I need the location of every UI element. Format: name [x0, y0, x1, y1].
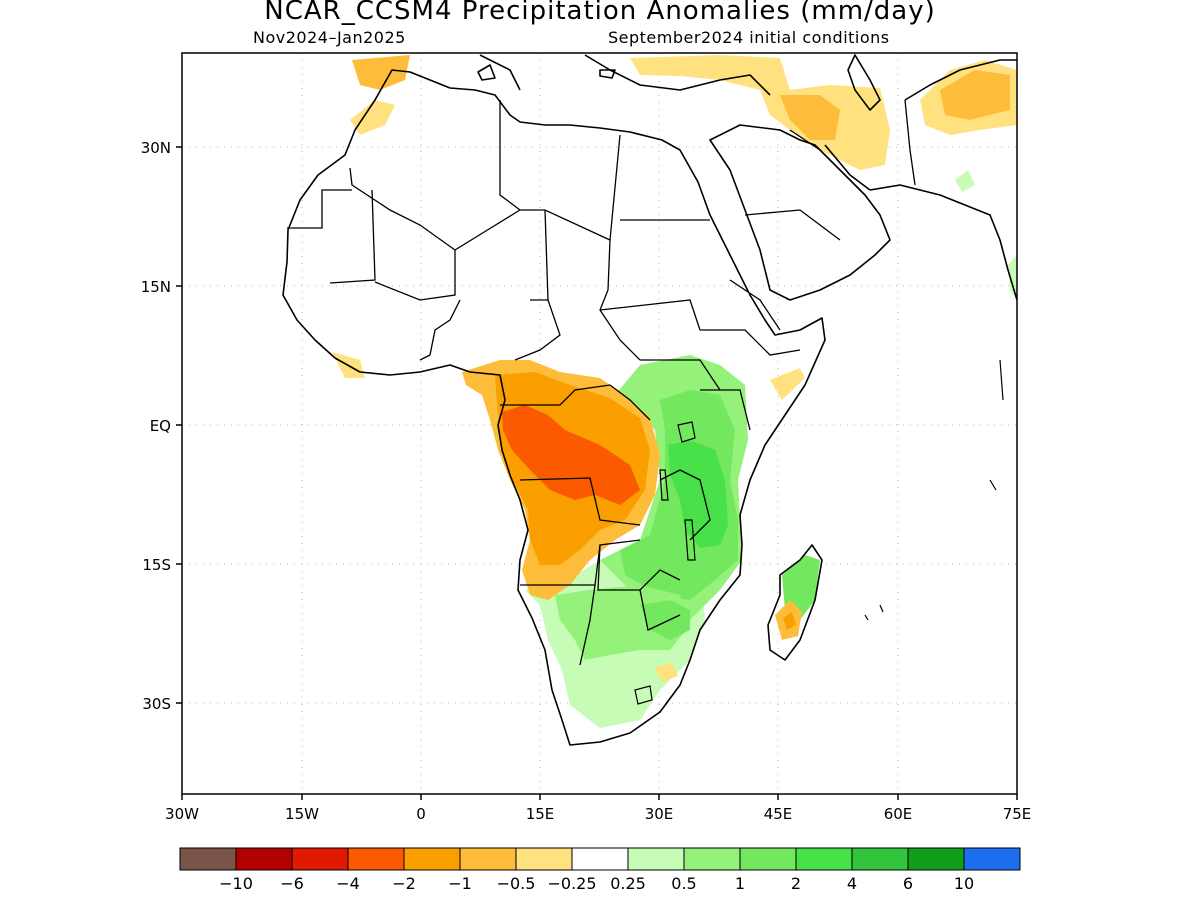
lat-label-15s: 15S [142, 556, 171, 574]
colorbar-swatch [235, 847, 293, 871]
colorbar-label: 6 [903, 874, 913, 893]
colorbar-label: 0.5 [671, 874, 696, 893]
lake-victoria [677, 421, 696, 443]
lon-label-75e: 75E [1003, 805, 1032, 823]
colorbar-swatch [627, 847, 685, 871]
lat-label-30n: 30N [141, 139, 171, 157]
colorbar-swatch [907, 847, 965, 871]
coastlines [282, 54, 1017, 746]
lon-label-15w: 15W [285, 805, 319, 823]
longitude-labels: 30W 15W 0 15E 30E 45E 60E 75E [165, 805, 1031, 823]
anomaly-shading [332, 55, 1017, 728]
africa-coastline [282, 69, 826, 746]
colorbar-swatch [291, 847, 349, 871]
lon-label-30e: 30E [645, 805, 674, 823]
lon-label-0: 0 [416, 805, 426, 823]
country-borders [287, 99, 916, 666]
anomaly-middle-east-dry [630, 55, 890, 170]
colorbar-label: −4 [336, 874, 360, 893]
lon-label-30w: 30W [165, 805, 199, 823]
colorbar-label: −1 [448, 874, 472, 893]
colorbar-swatch [683, 847, 741, 871]
colorbar-label: 0.25 [610, 874, 646, 893]
colorbar-label: 10 [954, 874, 974, 893]
madagascar-coastline [767, 544, 823, 661]
colorbar-swatch [459, 847, 517, 871]
colorbar [179, 847, 1021, 871]
colorbar-labels: −10 −6 −4 −2 −1 −0.5 −0.25 0.25 0.5 1 2 4 6 10 [219, 874, 974, 893]
colorbar-swatch [571, 847, 629, 871]
lat-label-15n: 15N [141, 278, 171, 296]
colorbar-label: 4 [847, 874, 857, 893]
anomaly-central-strong-dry [502, 405, 640, 505]
colorbar-label: −2 [392, 874, 416, 893]
colorbar-swatch [851, 847, 909, 871]
initial-conditions: September2024 initial conditions [608, 28, 890, 47]
forecast-period: Nov2024–Jan2025 [253, 28, 406, 47]
colorbar-label: 2 [791, 874, 801, 893]
lat-label-30s: 30S [142, 695, 171, 713]
map-frame [181, 52, 1018, 795]
colorbar-swatch [515, 847, 573, 871]
colorbar-label: −10 [219, 874, 253, 893]
anomaly-morocco-dry [352, 55, 410, 90]
anomaly-east-dark-green [668, 440, 728, 548]
colorbar-swatch [179, 847, 237, 871]
anomaly-south-green-core [640, 600, 690, 640]
lon-label-15e: 15E [526, 805, 555, 823]
map-title: NCAR_CCSM4 Precipitation Anomalies (mm/d… [264, 0, 936, 26]
colorbar-label: 1 [735, 874, 745, 893]
lat-label-eq: EQ [150, 417, 171, 435]
colorbar-swatch [347, 847, 405, 871]
latitude-labels: 30N 15N EQ 15S 30S [141, 139, 171, 713]
colorbar-swatch [963, 847, 1021, 871]
colorbar-label: −0.5 [497, 874, 536, 893]
lon-label-60e: 60E [884, 805, 913, 823]
colorbar-swatch [403, 847, 461, 871]
lon-label-45e: 45E [764, 805, 793, 823]
colorbar-swatch [795, 847, 853, 871]
colorbar-swatch [739, 847, 797, 871]
colorbar-label: −0.25 [547, 874, 596, 893]
arabia-coastline [709, 124, 891, 301]
colorbar-label: −6 [280, 874, 304, 893]
